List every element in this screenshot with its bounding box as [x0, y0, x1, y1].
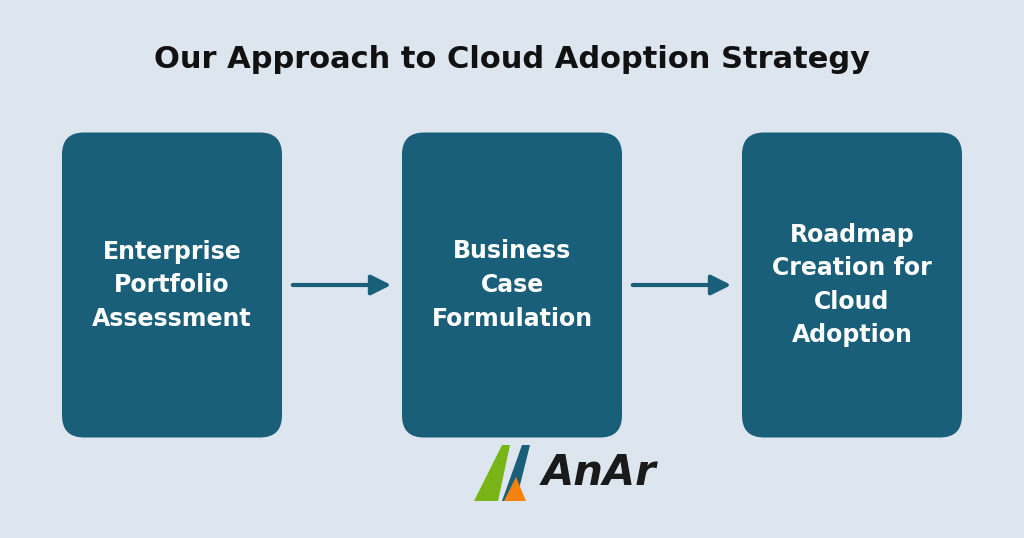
Polygon shape [504, 477, 526, 501]
Polygon shape [502, 445, 530, 501]
Text: Our Approach to Cloud Adoption Strategy: Our Approach to Cloud Adoption Strategy [154, 46, 870, 74]
Text: Business
Case
Formulation: Business Case Formulation [431, 239, 593, 330]
Text: Enterprise
Portfolio
Assessment: Enterprise Portfolio Assessment [92, 239, 252, 330]
Text: Roadmap
Creation for
Cloud
Adoption: Roadmap Creation for Cloud Adoption [772, 223, 932, 347]
FancyBboxPatch shape [742, 132, 962, 437]
Polygon shape [474, 445, 510, 501]
FancyBboxPatch shape [62, 132, 282, 437]
Text: AnAr: AnAr [542, 452, 656, 494]
FancyBboxPatch shape [402, 132, 622, 437]
